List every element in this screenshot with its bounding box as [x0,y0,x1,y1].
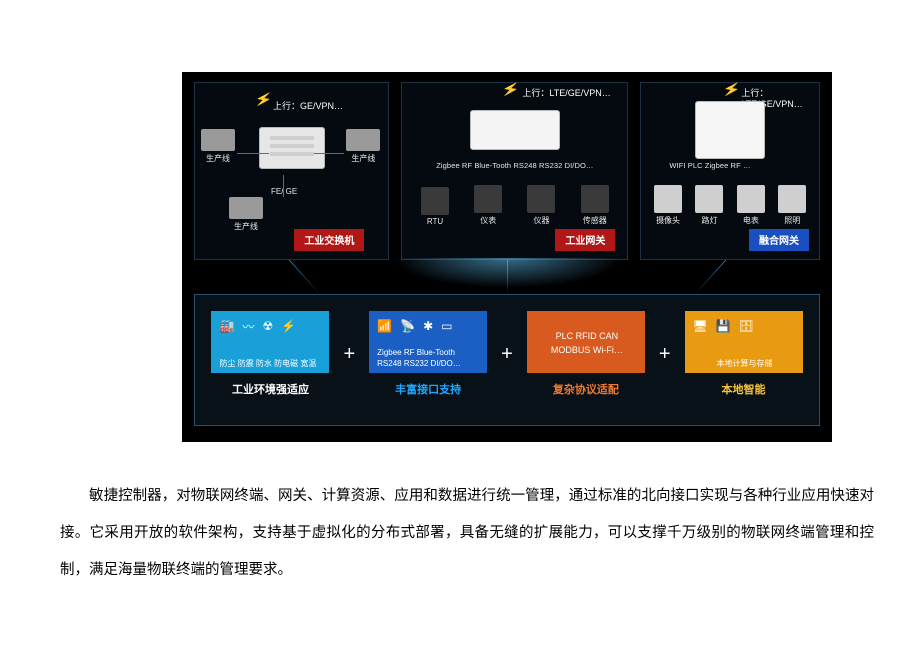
disk-icon: 💾 [716,319,731,333]
phone-icon: 📶 [377,319,392,333]
machine-icon [229,197,263,219]
feature-card-2: 📶 📡 ✱ ▭ Zigbee RF Blue-Tooth RS248 RS232… [369,311,487,397]
bolt-icon: ⚡ [722,79,743,99]
device-icon [421,187,449,215]
gateway-device [408,103,621,157]
device-label: 照明 [784,215,800,226]
interfaces-label: WIFI PLC Zigbee RF … [647,161,813,170]
device-label: 仪表 [480,215,496,226]
device-icon [737,185,765,213]
device-sub-row: 摄像头 路灯 电表 照明 [647,176,813,226]
card-label: 工业环境强适应 [232,381,309,397]
device-icon [474,185,502,213]
bolt-icon: ⚡ [501,79,522,99]
device-icon [581,185,609,213]
gateway-icon [470,110,560,150]
device-icon [778,185,806,213]
device-label: RTU [427,217,443,226]
panel-industrial-gateway: ⚡ 上行：LTE/GE/VPN… Zigbee RF Blue-Tooth RS… [401,82,628,260]
description-paragraph: 敏捷控制器，对物联网终端、网关、计算资源、应用和数据进行统一管理，通过标准的北向… [60,478,874,589]
sub-device: 路灯 [695,185,723,226]
card-label: 丰富接口支持 [395,381,461,397]
connector-beams [190,260,824,294]
sub-device: RTU [421,187,449,226]
production-line-1: 生产线 [201,129,235,164]
compute-icons: 🖥 💾 🗄 [693,317,797,335]
panel-badge: 工业交换机 [294,229,364,251]
machine-icon [346,129,380,151]
uplink-label: 上行：GE/VPN… [273,99,343,112]
env-icons: 🏭 〰 ☢ ⚡ [219,317,323,335]
sub-device: 照明 [778,185,806,226]
sub-device: 仪表 [474,185,502,226]
card-label: 本地智能 [722,381,766,397]
panel-badge: 工业网关 [555,229,615,251]
sub-device: 仪器 [527,185,555,226]
feature-card-1: 🏭 〰 ☢ ⚡ 防尘 防震 防水 防电磁 宽温 工业环境强适应 [211,311,329,397]
monitor-icon: 🖥 [693,319,708,333]
radiation-icon: ☢ [262,319,273,333]
device-label: 电表 [743,215,759,226]
uplink-label: 上行：LTE/GE/VPN… [522,86,610,99]
bolt-icon: ⚡ [253,89,274,109]
flash-icon: ⚡ [281,319,296,333]
card-label: 复杂协议适配 [553,381,619,397]
panel-convergence-gateway: ⚡ 上行：LTE/GE/VPN… WIFI PLC Zigbee RF … 摄像… [640,82,820,260]
sub-device: 摄像头 [654,185,682,226]
port-icon: ▭ [441,319,452,333]
building-icon: 🏭 [219,319,234,333]
link-type-label: FE/ GE [271,187,297,196]
architecture-diagram: ⚡ 上行：GE/VPN… FE/ GE 生产线 生产线 生产线 [182,72,832,442]
machine-icon [201,129,235,151]
device-icon [654,185,682,213]
device-sub-row: RTU 仪表 仪器 传感器 [408,176,621,226]
device-label: 仪器 [533,215,549,226]
panel-badge: 融合网关 [749,229,809,251]
device-label: 传感器 [583,215,607,226]
wave-icon: 〰 [242,318,254,335]
card-body: 防尘 防震 防水 防电磁 宽温 [219,358,323,369]
white-box-icon [695,101,765,159]
production-line-3: 生产线 [229,197,263,232]
plus-icon: + [497,343,517,366]
production-line-2: 生产线 [346,129,380,164]
db-icon: 🗄 [739,319,754,333]
bluetooth-icon: ✱ [423,319,433,333]
card-body: 本地计算与存储 [693,358,797,369]
top-panels-row: ⚡ 上行：GE/VPN… FE/ GE 生产线 生产线 生产线 [194,82,820,260]
plus-icon: + [339,343,359,366]
feature-card-4: 🖥 💾 🗄 本地计算与存储 本地智能 [685,311,803,397]
card-body: Zigbee RF Blue-Tooth RS248 RS232 DI/DO… [377,347,481,369]
feature-card-3: PLC RFID CAN MODBUS Wi-Fi… 复杂协议适配 [527,311,645,397]
interfaces-label: Zigbee RF Blue-Tooth RS248 RS232 DI/DO… [408,161,621,170]
device-label: 摄像头 [656,215,680,226]
device-icon [527,185,555,213]
device-icon [695,185,723,213]
sub-device: 传感器 [581,185,609,226]
paragraph-text: 敏捷控制器，对物联网终端、网关、计算资源、应用和数据进行统一管理，通过标准的北向… [60,488,874,578]
white-gateway-device [647,103,813,157]
card-body: PLC RFID CAN MODBUS Wi-Fi… [535,329,639,357]
plus-icon: + [655,343,675,366]
features-box: 🏭 〰 ☢ ⚡ 防尘 防震 防水 防电磁 宽温 工业环境强适应 + 📶 📡 ✱ [194,294,820,426]
interface-icons: 📶 📡 ✱ ▭ [377,317,481,335]
panel-industrial-switch: ⚡ 上行：GE/VPN… FE/ GE 生产线 生产线 生产线 [194,82,389,260]
feature-cards-row: 🏭 〰 ☢ ⚡ 防尘 防震 防水 防电磁 宽温 工业环境强适应 + 📶 📡 ✱ [209,311,805,397]
switch-icon [259,127,325,169]
device-label: 路灯 [701,215,717,226]
wifi-icon: 📡 [400,319,415,333]
sub-device: 电表 [737,185,765,226]
